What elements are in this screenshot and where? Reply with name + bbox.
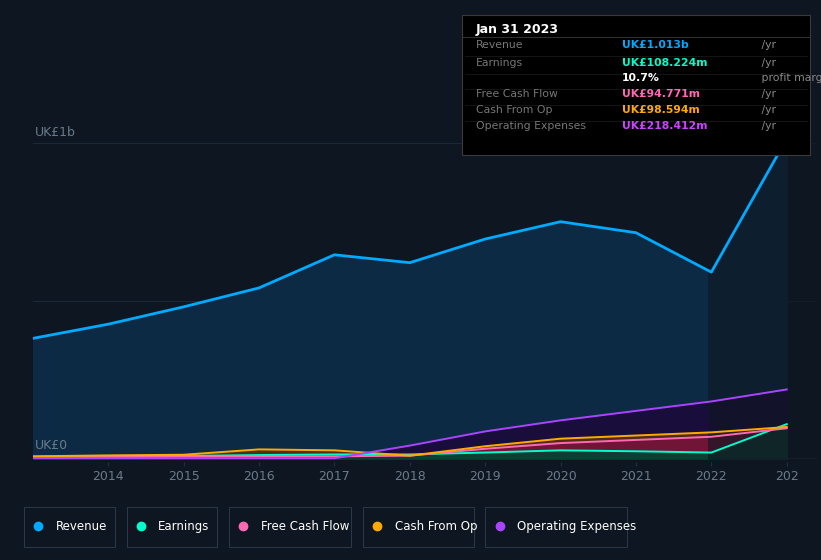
Text: Earnings: Earnings: [158, 520, 209, 533]
Text: Cash From Op: Cash From Op: [395, 520, 477, 533]
Text: Revenue: Revenue: [476, 40, 524, 50]
Polygon shape: [708, 118, 817, 462]
Text: UK£0: UK£0: [35, 438, 68, 452]
Text: UK£218.412m: UK£218.412m: [622, 122, 708, 132]
Text: UK£94.771m: UK£94.771m: [622, 89, 700, 99]
Text: profit margin: profit margin: [758, 73, 821, 83]
Text: 10.7%: 10.7%: [622, 73, 660, 83]
Text: /yr: /yr: [758, 58, 776, 68]
Text: Free Cash Flow: Free Cash Flow: [476, 89, 557, 99]
Text: /yr: /yr: [758, 89, 776, 99]
Text: Operating Expenses: Operating Expenses: [517, 520, 636, 533]
Text: Earnings: Earnings: [476, 58, 523, 68]
Text: UK£108.224m: UK£108.224m: [622, 58, 708, 68]
Text: UK£98.594m: UK£98.594m: [622, 105, 699, 115]
Text: UK£1.013b: UK£1.013b: [622, 40, 689, 50]
Text: /yr: /yr: [758, 122, 776, 132]
Text: Cash From Op: Cash From Op: [476, 105, 553, 115]
Text: Free Cash Flow: Free Cash Flow: [261, 520, 349, 533]
Text: Jan 31 2023: Jan 31 2023: [476, 24, 559, 36]
Text: Operating Expenses: Operating Expenses: [476, 122, 586, 132]
Text: /yr: /yr: [758, 105, 776, 115]
Text: Revenue: Revenue: [56, 520, 108, 533]
Text: /yr: /yr: [758, 40, 776, 50]
Text: UK£1b: UK£1b: [35, 126, 76, 139]
